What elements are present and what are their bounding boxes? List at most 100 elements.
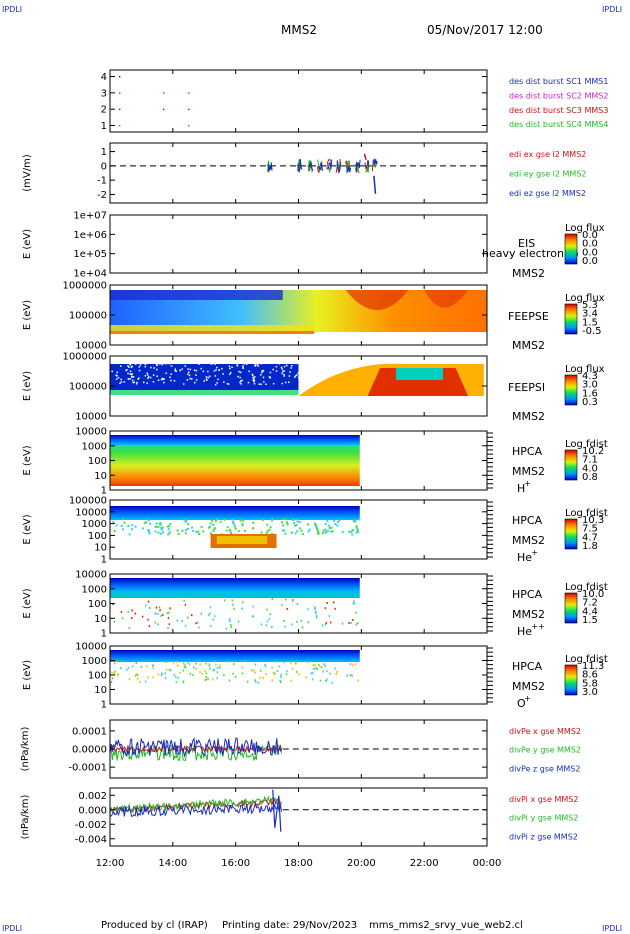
hpca-scatter xyxy=(225,529,228,532)
hpca-high-energy xyxy=(110,435,360,445)
hpca-scatter xyxy=(329,530,332,533)
hpca-scatter xyxy=(331,681,333,684)
feepsi-gap xyxy=(272,383,275,385)
feepsi-gap xyxy=(269,376,271,378)
hpca-scatter xyxy=(325,680,327,682)
hpca-scatter xyxy=(254,663,257,666)
hpca-scatter xyxy=(264,665,267,668)
hpca-scatter xyxy=(228,528,231,531)
hpca-scatter xyxy=(329,672,331,675)
hpca-scatter xyxy=(212,529,215,531)
feepsi-gap xyxy=(163,381,165,384)
hpca-scatter xyxy=(187,523,190,526)
hpca-scatter xyxy=(274,672,276,675)
hpca-scatter xyxy=(226,660,229,663)
feepsi-gap xyxy=(173,380,176,382)
hpca-scatter xyxy=(212,530,215,533)
hpca-scatter xyxy=(296,621,298,623)
feepsi-gap xyxy=(203,380,205,382)
hpca-scatter xyxy=(177,664,179,667)
feepsi-gap xyxy=(257,365,259,367)
hpca-scatter xyxy=(237,530,240,533)
hpca-scatter xyxy=(335,672,337,675)
feepsi-gap xyxy=(227,383,230,385)
hpca-scatter xyxy=(351,533,354,536)
feepsi-gap xyxy=(213,370,216,372)
corner-label-top-right: IPDLI xyxy=(602,5,623,14)
colorbar-title: Log flux xyxy=(565,364,605,375)
feepsi-gap xyxy=(131,365,133,368)
colorbar xyxy=(564,518,578,550)
panel-feepse: 1000000 100000 10000 E (eV) FEEPSE MMS2 Log fl… xyxy=(22,281,605,353)
hpca-scatter xyxy=(307,608,309,611)
hpca-scatter xyxy=(295,662,297,665)
hpca-scatter xyxy=(212,618,215,621)
hpca-scatter xyxy=(160,527,163,529)
feepsi-gap xyxy=(129,373,131,375)
feepsi-gap xyxy=(152,381,155,383)
feepsi-gap xyxy=(297,376,300,379)
hpca-scatter xyxy=(145,680,147,683)
hpca-scatter xyxy=(198,626,200,629)
hpca-scatter xyxy=(293,522,296,525)
hpca-scatter xyxy=(121,528,124,531)
feepsi-gap xyxy=(282,370,284,373)
hpca-scatter xyxy=(159,524,162,526)
hpca-scatter xyxy=(271,666,273,669)
colorbar-tick-label: 0.0 xyxy=(582,239,598,250)
edi-trace xyxy=(297,159,303,173)
legend-entry: des dist burst SC2 MMS2 xyxy=(509,91,608,100)
hpca-scatter xyxy=(113,530,116,533)
hpca-scatter xyxy=(213,527,216,530)
feepsi-gap xyxy=(174,369,177,372)
footer-produced-by: Produced by cl (IRAP) xyxy=(101,920,208,931)
x-tick-label: 16:00 xyxy=(221,858,250,869)
y-tick-label: 100 xyxy=(88,456,107,467)
hpca-scatter xyxy=(268,528,271,531)
feepsi-gap xyxy=(127,362,129,365)
des-point xyxy=(118,108,121,111)
edi-trace xyxy=(267,163,273,172)
hpca-scatter xyxy=(355,611,357,614)
hpca-scatter xyxy=(120,667,122,670)
colorbar-tick-label: 0.8 xyxy=(582,472,598,483)
panel-hpca-o: 10000 1000 100 10 1 E (eV) HPCA MMS2 O+ Log fdist… xyxy=(22,642,608,711)
hpca-scatter xyxy=(290,679,293,682)
hpca-scatter xyxy=(219,664,221,667)
instrument-label: EIS xyxy=(518,237,535,250)
hpca-scatter xyxy=(352,619,354,621)
hpca-scatter xyxy=(197,621,199,624)
hpca-scatter xyxy=(284,532,287,535)
hpca-scatter xyxy=(314,608,316,610)
hpca-scatter xyxy=(147,676,149,679)
feepsi-gap xyxy=(133,381,135,383)
feepsi-gap xyxy=(131,376,133,378)
hpca-scatter xyxy=(176,529,179,532)
hpca-scatter xyxy=(336,670,338,673)
hpca-scatter xyxy=(314,523,317,526)
hpca-scatter xyxy=(351,529,354,532)
hpca-scatter xyxy=(331,530,334,533)
hpca-scatter xyxy=(216,518,219,520)
feepsi-gap xyxy=(229,373,231,375)
hpca-scatter xyxy=(127,611,129,613)
hpca-scatter xyxy=(183,665,186,668)
colorbar-tick-label: 1.5 xyxy=(582,317,598,328)
hpca-scatter xyxy=(265,624,268,627)
hpca-scatter xyxy=(296,520,299,523)
feepsi-gap xyxy=(175,370,177,372)
y-tick-label: 1e+06 xyxy=(73,230,107,241)
feepsi-gap xyxy=(252,376,254,379)
colorbar-tick-label: 8.6 xyxy=(582,670,598,681)
hpca-scatter xyxy=(233,663,235,666)
hpca-scatter xyxy=(233,523,236,526)
hpca-scatter xyxy=(251,669,253,672)
hpca-scatter xyxy=(300,619,303,622)
des-point xyxy=(118,76,121,78)
hpca-scatter xyxy=(323,663,325,666)
feepsi-gap xyxy=(247,381,250,384)
hpca-scatter xyxy=(295,518,298,521)
feepsi-gap xyxy=(289,371,291,373)
feepsi-gap xyxy=(253,380,255,383)
feepsi-gap xyxy=(149,376,152,379)
